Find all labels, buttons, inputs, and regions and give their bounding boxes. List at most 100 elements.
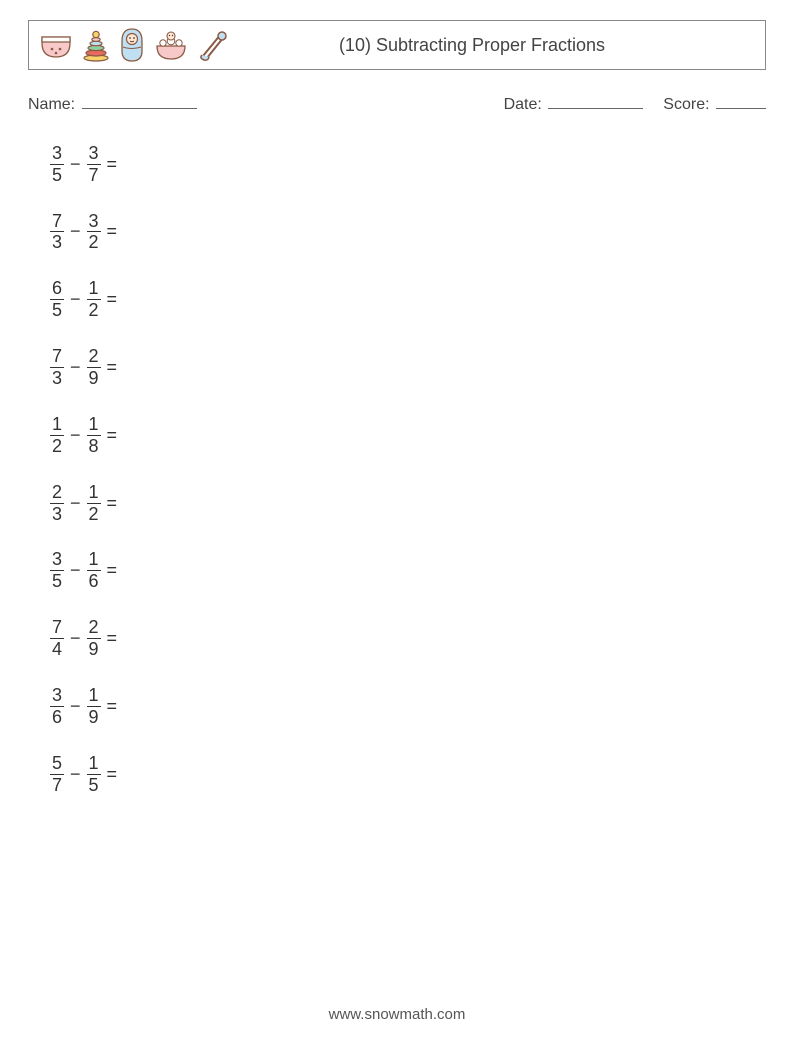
minus-operator: − bbox=[70, 154, 81, 175]
numerator: 2 bbox=[87, 618, 101, 637]
numerator: 1 bbox=[87, 483, 101, 502]
equals-sign: = bbox=[107, 221, 118, 242]
numerator: 1 bbox=[87, 279, 101, 298]
name-blank[interactable] bbox=[82, 92, 197, 109]
fraction-a: 35 bbox=[50, 550, 64, 591]
fraction-b: 29 bbox=[87, 618, 101, 659]
worksheet-page: (10) Subtracting Proper Fractions Name: … bbox=[0, 0, 794, 1053]
denominator: 6 bbox=[87, 572, 101, 591]
minus-operator: − bbox=[70, 764, 81, 785]
fraction-a: 73 bbox=[50, 347, 64, 388]
numerator: 7 bbox=[50, 618, 64, 637]
numerator: 3 bbox=[87, 212, 101, 231]
fraction-b: 32 bbox=[87, 212, 101, 253]
name-field: Name: bbox=[28, 92, 504, 114]
problem-row: 35−37= bbox=[50, 144, 766, 185]
minus-operator: − bbox=[70, 425, 81, 446]
denominator: 3 bbox=[50, 369, 64, 388]
fraction-b: 16 bbox=[87, 550, 101, 591]
fraction-a: 57 bbox=[50, 754, 64, 795]
diaper-icon bbox=[39, 29, 73, 61]
fraction-a: 65 bbox=[50, 279, 64, 320]
problem-row: 35−16= bbox=[50, 550, 766, 591]
equals-sign: = bbox=[107, 560, 118, 581]
equals-sign: = bbox=[107, 289, 118, 310]
minus-operator: − bbox=[70, 560, 81, 581]
denominator: 9 bbox=[87, 708, 101, 727]
numerator: 1 bbox=[50, 415, 64, 434]
minus-operator: − bbox=[70, 289, 81, 310]
numerator: 5 bbox=[50, 754, 64, 773]
fraction-b: 37 bbox=[87, 144, 101, 185]
numerator: 2 bbox=[50, 483, 64, 502]
denominator: 5 bbox=[50, 572, 64, 591]
fraction-a: 74 bbox=[50, 618, 64, 659]
fraction-a: 73 bbox=[50, 212, 64, 253]
denominator: 5 bbox=[87, 776, 101, 795]
denominator: 7 bbox=[50, 776, 64, 795]
worksheet-title: (10) Subtracting Proper Fractions bbox=[229, 35, 755, 56]
denominator: 2 bbox=[50, 437, 64, 456]
equals-sign: = bbox=[107, 357, 118, 378]
problem-row: 23−12= bbox=[50, 483, 766, 524]
numerator: 7 bbox=[50, 347, 64, 366]
problem-row: 74−29= bbox=[50, 618, 766, 659]
footer-url: www.snowmath.com bbox=[0, 1006, 794, 1023]
fraction-b: 29 bbox=[87, 347, 101, 388]
numerator: 1 bbox=[87, 754, 101, 773]
denominator: 7 bbox=[87, 166, 101, 185]
problem-row: 73−32= bbox=[50, 212, 766, 253]
problem-row: 57−15= bbox=[50, 754, 766, 795]
minus-operator: − bbox=[70, 493, 81, 514]
denominator: 3 bbox=[50, 233, 64, 252]
minus-operator: − bbox=[70, 357, 81, 378]
minus-operator: − bbox=[70, 696, 81, 717]
problem-row: 65−12= bbox=[50, 279, 766, 320]
equals-sign: = bbox=[107, 493, 118, 514]
minus-operator: − bbox=[70, 221, 81, 242]
fraction-b: 12 bbox=[87, 279, 101, 320]
header-icons bbox=[39, 27, 229, 63]
equals-sign: = bbox=[107, 764, 118, 785]
baby-bath-icon bbox=[153, 28, 189, 62]
equals-sign: = bbox=[107, 628, 118, 649]
numerator: 2 bbox=[87, 347, 101, 366]
fraction-b: 12 bbox=[87, 483, 101, 524]
denominator: 2 bbox=[87, 505, 101, 524]
fraction-a: 36 bbox=[50, 686, 64, 727]
fraction-b: 15 bbox=[87, 754, 101, 795]
denominator: 2 bbox=[87, 233, 101, 252]
date-blank[interactable] bbox=[548, 92, 643, 109]
numerator: 1 bbox=[87, 415, 101, 434]
header-box: (10) Subtracting Proper Fractions bbox=[28, 20, 766, 70]
numerator: 1 bbox=[87, 686, 101, 705]
fraction-a: 12 bbox=[50, 415, 64, 456]
denominator: 5 bbox=[50, 301, 64, 320]
name-label: Name: bbox=[28, 96, 75, 113]
problems-list: 35−37=73−32=65−12=73−29=12−18=23−12=35−1… bbox=[28, 144, 766, 795]
equals-sign: = bbox=[107, 154, 118, 175]
denominator: 9 bbox=[87, 369, 101, 388]
minus-operator: − bbox=[70, 628, 81, 649]
equals-sign: = bbox=[107, 696, 118, 717]
numerator: 3 bbox=[50, 686, 64, 705]
numerator: 7 bbox=[50, 212, 64, 231]
numerator: 1 bbox=[87, 550, 101, 569]
problem-row: 73−29= bbox=[50, 347, 766, 388]
score-label: Score: bbox=[663, 96, 709, 113]
numerator: 3 bbox=[50, 550, 64, 569]
date-label: Date: bbox=[504, 96, 542, 113]
denominator: 4 bbox=[50, 640, 64, 659]
denominator: 3 bbox=[50, 505, 64, 524]
numerator: 6 bbox=[50, 279, 64, 298]
numerator: 3 bbox=[50, 144, 64, 163]
score-blank[interactable] bbox=[716, 92, 766, 109]
problem-row: 12−18= bbox=[50, 415, 766, 456]
safety-pin-icon bbox=[197, 28, 229, 62]
denominator: 5 bbox=[50, 166, 64, 185]
numerator: 3 bbox=[87, 144, 101, 163]
ring-stacker-icon bbox=[81, 28, 111, 62]
score-field: Score: bbox=[663, 92, 766, 114]
fraction-a: 35 bbox=[50, 144, 64, 185]
equals-sign: = bbox=[107, 425, 118, 446]
